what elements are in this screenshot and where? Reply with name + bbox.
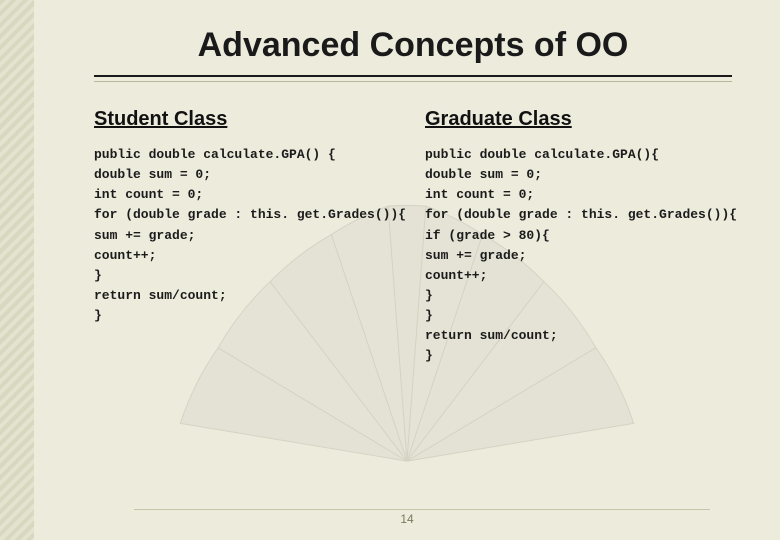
left-stripe-decoration — [0, 0, 34, 540]
left-column: Student Class public double calculate.GP… — [94, 108, 401, 367]
bottom-rule — [134, 509, 710, 510]
right-column: Graduate Class public double calculate.G… — [425, 108, 732, 367]
slide-title: Advanced Concepts of OO — [94, 20, 732, 77]
two-column-layout: Student Class public double calculate.GP… — [94, 108, 732, 367]
title-sub-rule — [94, 81, 732, 82]
right-column-heading: Graduate Class — [425, 108, 732, 131]
left-code-block: public double calculate.GPA() { double s… — [94, 145, 401, 326]
slide-body: Advanced Concepts of OO Student Class pu… — [34, 0, 780, 540]
page-number: 14 — [400, 512, 413, 526]
right-code-block: public double calculate.GPA(){ double su… — [425, 145, 732, 367]
left-column-heading: Student Class — [94, 108, 401, 131]
